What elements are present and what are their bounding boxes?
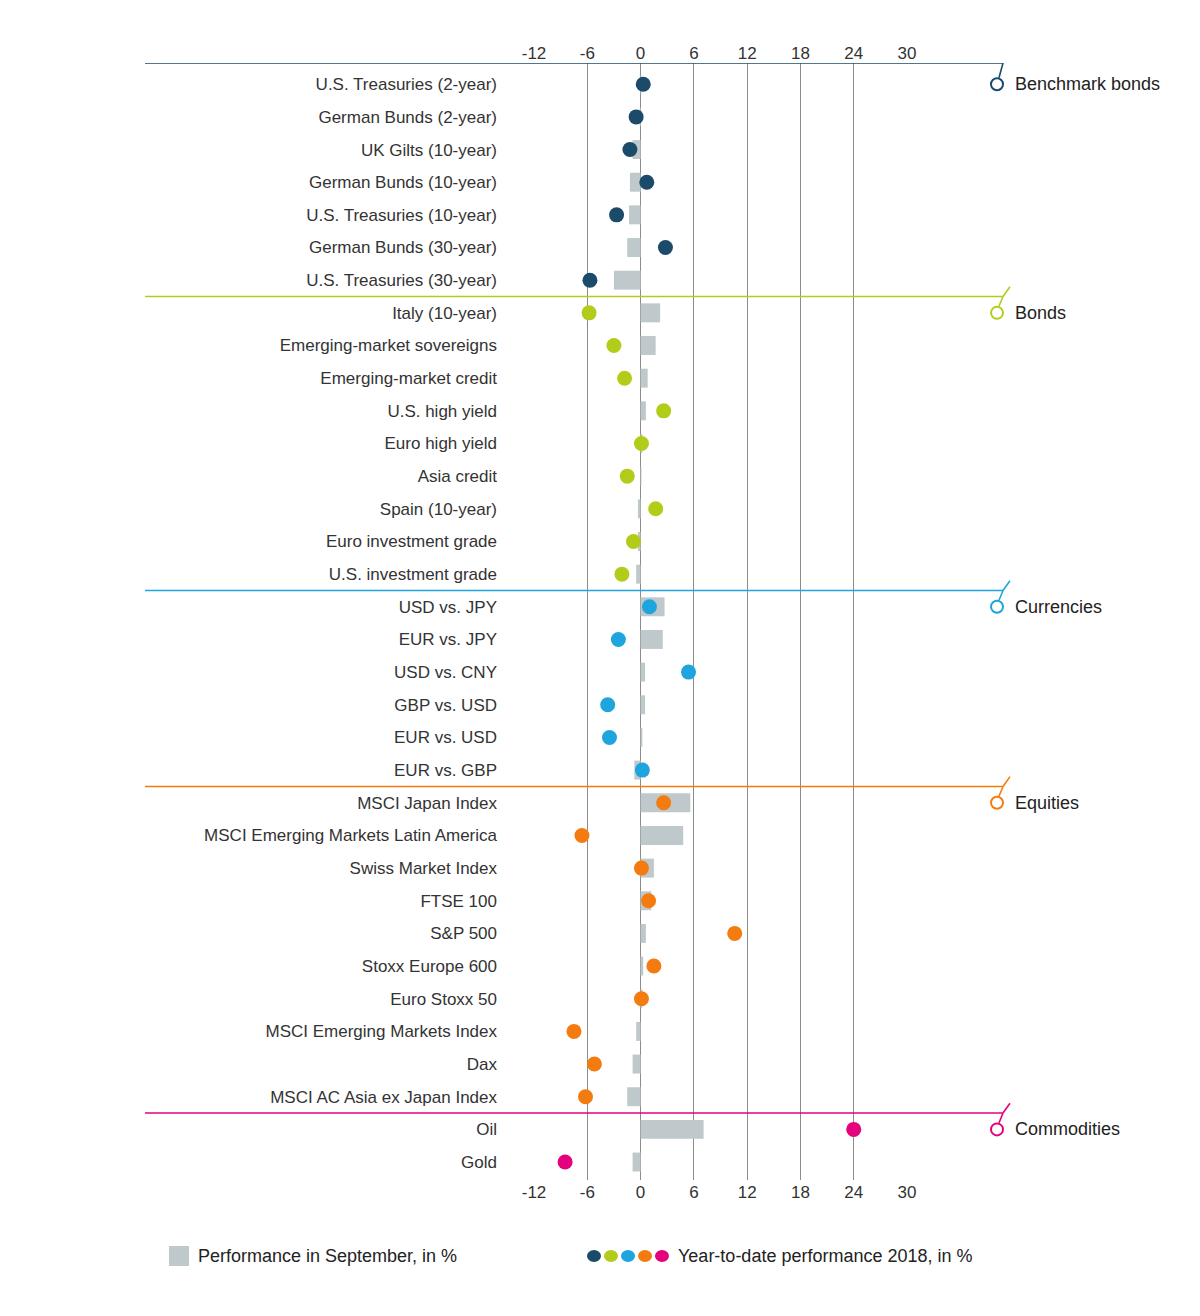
svg-text:Equities: Equities <box>1015 793 1079 813</box>
svg-text:U.S. investment grade: U.S. investment grade <box>329 565 497 584</box>
svg-text:Currencies: Currencies <box>1015 597 1102 617</box>
svg-text:U.S. Treasuries (30-year): U.S. Treasuries (30-year) <box>306 271 497 290</box>
svg-text:MSCI Emerging Markets Latin Am: MSCI Emerging Markets Latin America <box>204 826 497 845</box>
svg-text:12: 12 <box>738 44 757 63</box>
svg-text:EUR vs. JPY: EUR vs. JPY <box>399 630 497 649</box>
svg-text:S&P 500: S&P 500 <box>430 924 497 943</box>
svg-text:18: 18 <box>791 44 810 63</box>
svg-text:FTSE 100: FTSE 100 <box>420 892 497 911</box>
svg-text:Swiss Market Index: Swiss Market Index <box>350 859 498 878</box>
svg-text:GBP vs. USD: GBP vs. USD <box>394 696 497 715</box>
svg-text:0: 0 <box>636 1183 645 1202</box>
svg-text:German Bunds (2-year): German Bunds (2-year) <box>318 108 497 127</box>
svg-text:U.S. Treasuries (2-year): U.S. Treasuries (2-year) <box>316 75 497 94</box>
svg-text:Performance in September, in %: Performance in September, in % <box>198 1246 457 1266</box>
svg-text:12: 12 <box>738 1183 757 1202</box>
svg-text:Oil: Oil <box>476 1120 497 1139</box>
svg-text:USD vs. JPY: USD vs. JPY <box>399 598 497 617</box>
svg-text:Emerging-market credit: Emerging-market credit <box>320 369 497 388</box>
svg-text:EUR vs. GBP: EUR vs. GBP <box>394 761 497 780</box>
svg-text:Euro investment grade: Euro investment grade <box>326 532 497 551</box>
svg-text:-6: -6 <box>580 1183 595 1202</box>
svg-text:German Bunds (10-year): German Bunds (10-year) <box>309 173 497 192</box>
svg-text:Gold: Gold <box>461 1153 497 1172</box>
svg-text:24: 24 <box>844 1183 863 1202</box>
svg-text:-12: -12 <box>522 44 547 63</box>
svg-text:U.S. high yield: U.S. high yield <box>387 402 497 421</box>
svg-text:Bonds: Bonds <box>1015 303 1066 323</box>
svg-text:Italy (10-year): Italy (10-year) <box>392 304 497 323</box>
svg-text:Spain (10-year): Spain (10-year) <box>380 500 497 519</box>
svg-text:Commodities: Commodities <box>1015 1119 1120 1139</box>
svg-text:Asia credit: Asia credit <box>418 467 498 486</box>
svg-text:-12: -12 <box>522 1183 547 1202</box>
svg-text:Euro high yield: Euro high yield <box>385 434 497 453</box>
svg-text:USD vs. CNY: USD vs. CNY <box>394 663 497 682</box>
svg-text:Euro Stoxx 50: Euro Stoxx 50 <box>390 990 497 1009</box>
svg-text:Benchmark bonds: Benchmark bonds <box>1015 74 1160 94</box>
svg-text:MSCI AC Asia ex Japan Index: MSCI AC Asia ex Japan Index <box>270 1088 497 1107</box>
svg-text:EUR vs. USD: EUR vs. USD <box>394 728 497 747</box>
svg-text:24: 24 <box>844 44 863 63</box>
svg-text:MSCI Japan Index: MSCI Japan Index <box>357 794 497 813</box>
svg-text:30: 30 <box>898 44 917 63</box>
svg-text:-6: -6 <box>580 44 595 63</box>
svg-text:6: 6 <box>689 44 698 63</box>
svg-text:6: 6 <box>689 1183 698 1202</box>
svg-text:UK Gilts (10-year): UK Gilts (10-year) <box>361 141 497 160</box>
svg-text:18: 18 <box>791 1183 810 1202</box>
svg-text:U.S. Treasuries (10-year): U.S. Treasuries (10-year) <box>306 206 497 225</box>
svg-text:30: 30 <box>898 1183 917 1202</box>
svg-text:Dax: Dax <box>467 1055 498 1074</box>
svg-text:German Bunds (30-year): German Bunds (30-year) <box>309 238 497 257</box>
svg-text:Stoxx Europe 600: Stoxx Europe 600 <box>362 957 497 976</box>
svg-text:0: 0 <box>636 44 645 63</box>
svg-text:MSCI Emerging Markets Index: MSCI Emerging Markets Index <box>266 1022 498 1041</box>
svg-text:Emerging-market sovereigns: Emerging-market sovereigns <box>280 336 497 355</box>
svg-text:Year-to-date performance 2018,: Year-to-date performance 2018, in % <box>678 1246 973 1266</box>
